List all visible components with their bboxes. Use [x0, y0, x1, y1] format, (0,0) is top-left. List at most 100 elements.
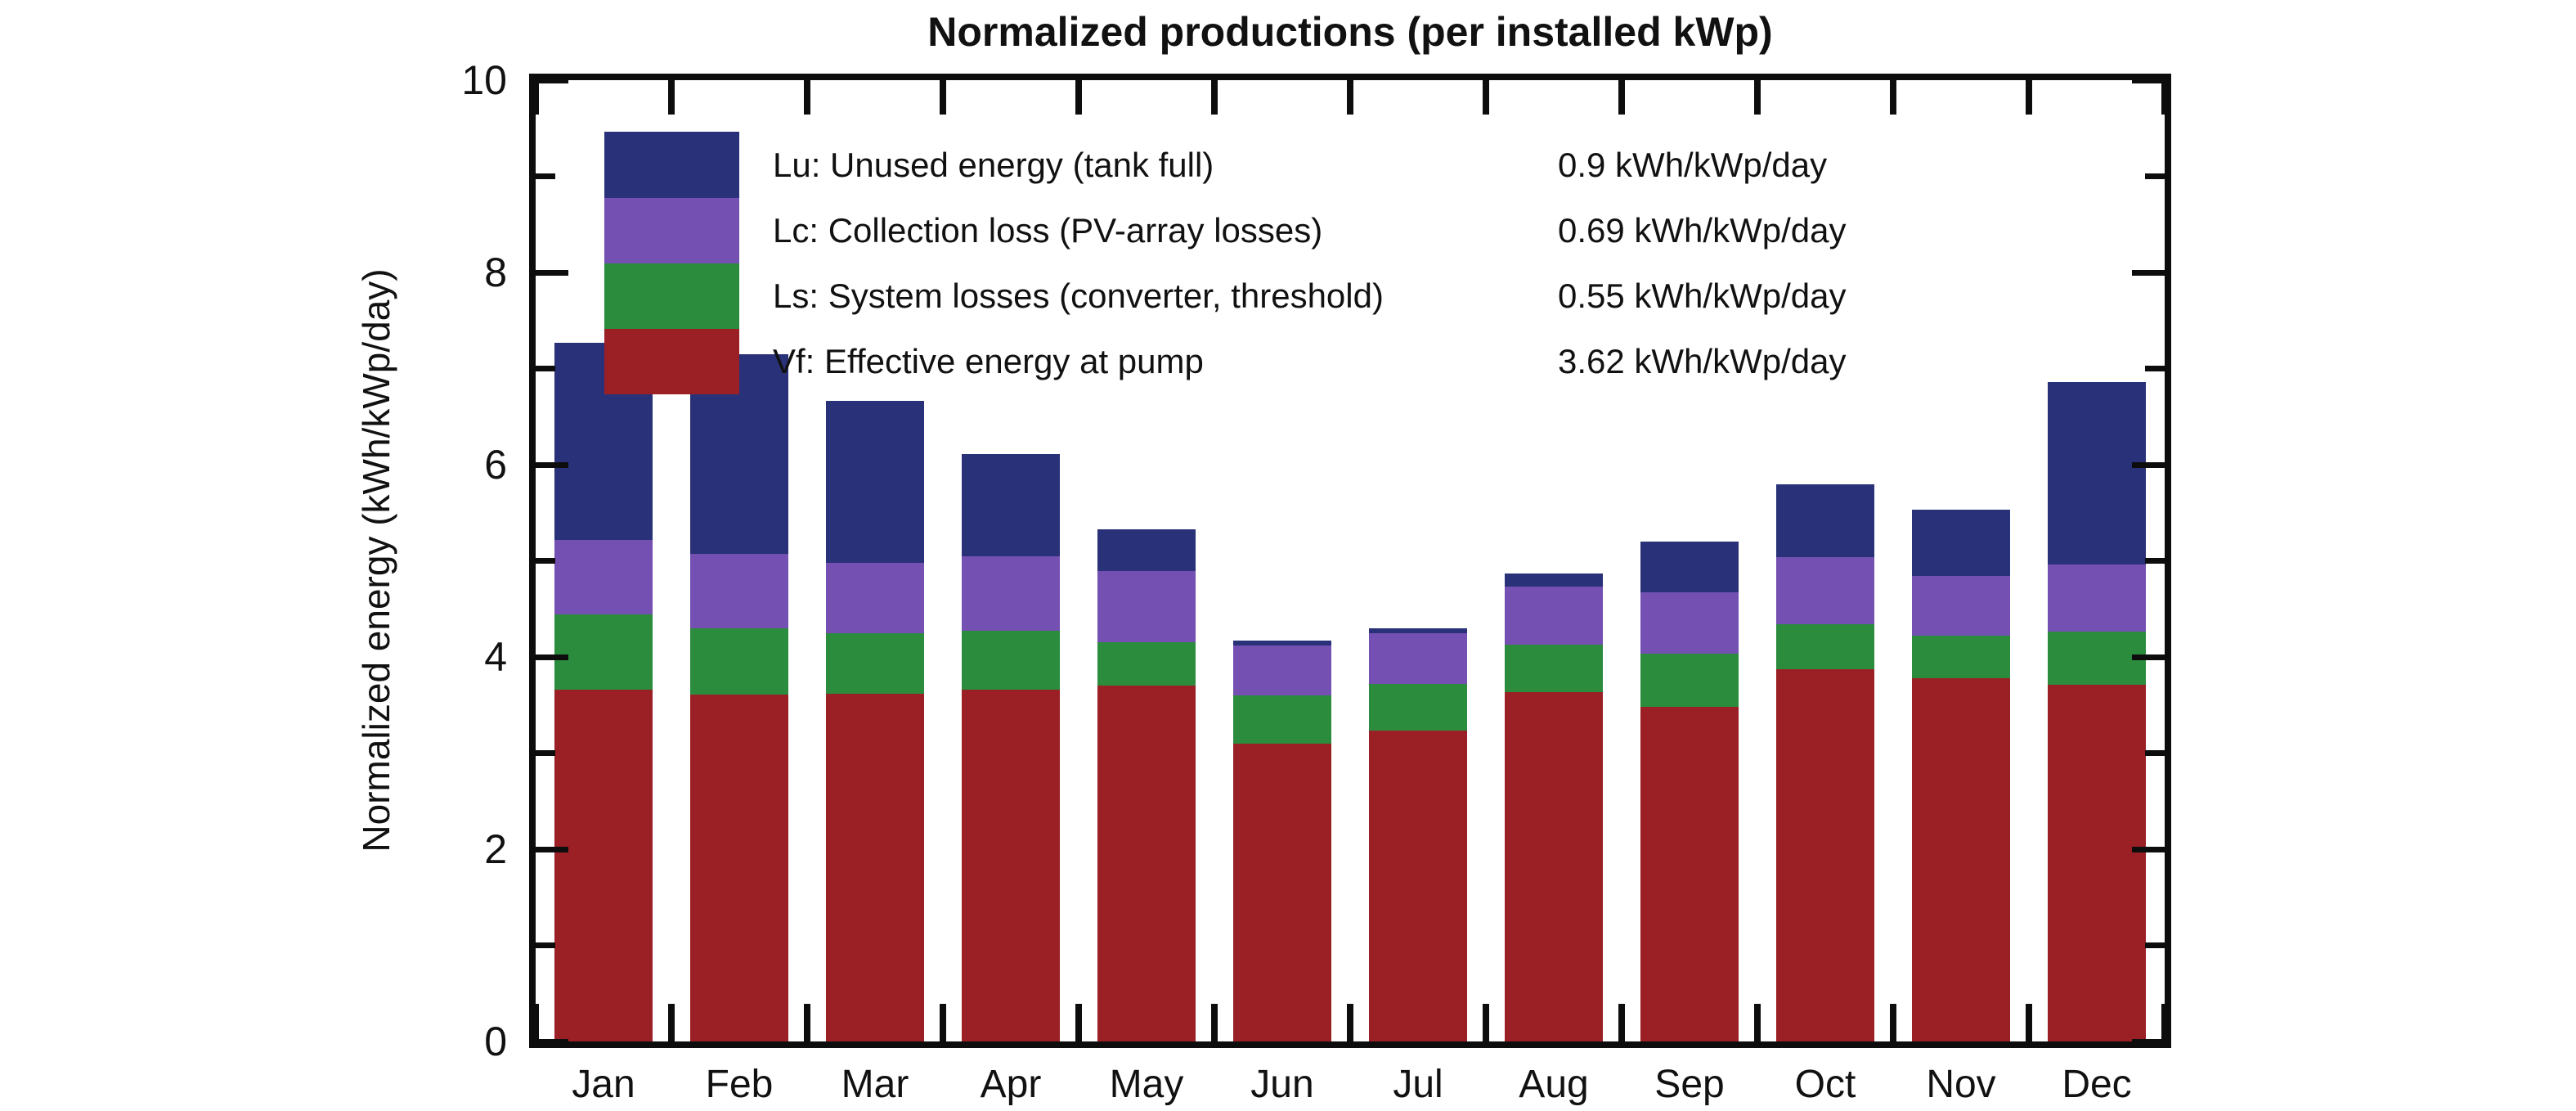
bar-segment: [1505, 644, 1603, 693]
y-tick-left: [536, 77, 568, 83]
bar-segment: [554, 614, 653, 690]
bar-segment: [1369, 731, 1467, 1041]
y-tick-left: [536, 846, 568, 852]
bar-segment: [1097, 686, 1196, 1041]
bar-segment: [1912, 510, 2010, 577]
bar-segment: [826, 632, 924, 694]
bar-segment: [1912, 636, 2010, 678]
y-tick-right: [2145, 558, 2165, 564]
legend-value-ls: 0.55 kWh/kWp/day: [1558, 276, 1847, 315]
bar-segment: [962, 556, 1060, 632]
x-tick-label-aug: Aug: [1519, 1063, 1589, 1106]
y-tick-left: [536, 173, 555, 179]
bar-feb: [690, 80, 788, 1041]
bar-segment: [2048, 632, 2146, 686]
bar-segment: [826, 401, 924, 563]
bar-jun: [1233, 80, 1331, 1041]
y-tick-left: [536, 558, 555, 564]
y-tick-right: [2145, 942, 2165, 948]
bar-segment: [1776, 484, 1874, 557]
legend-swatch-vf: [604, 329, 739, 395]
y-tick-left: [536, 942, 555, 948]
bar-dec: [2048, 80, 2146, 1041]
legend-label-vf: Vf: Effective energy at pump: [773, 342, 1204, 381]
bar-segment: [1505, 573, 1603, 587]
y-tick-left: [536, 269, 568, 276]
y-tick-left: [536, 461, 568, 468]
y-tick-label: 10: [461, 57, 507, 103]
y-tick-left: [536, 366, 555, 371]
legend-swatch-lc: [604, 197, 739, 263]
legend-value-vf: 3.62 kWh/kWp/day: [1558, 342, 1847, 381]
bar-jan: [554, 80, 653, 1041]
x-tick-bottom: [2026, 1004, 2032, 1041]
y-tick-label: 2: [484, 826, 507, 872]
bar-segment: [1369, 627, 1467, 633]
x-tick-label-feb: Feb: [705, 1063, 774, 1106]
bar-aug: [1505, 80, 1603, 1041]
x-tick-label-jun: Jun: [1250, 1063, 1314, 1106]
x-tick-bottom: [1211, 1004, 1218, 1041]
y-tick-right: [2132, 461, 2165, 468]
x-tick-top: [804, 80, 810, 115]
y-tick-right: [2132, 846, 2165, 852]
bar-apr: [962, 80, 1060, 1041]
bar-segment: [1369, 683, 1467, 731]
y-tick-left: [536, 654, 568, 660]
bar-segment: [1505, 692, 1603, 1041]
x-tick-top: [1347, 80, 1353, 115]
x-tick-label-nov: Nov: [1926, 1063, 1996, 1106]
legend-swatch-ls: [604, 263, 739, 330]
x-tick-bottom: [804, 1004, 810, 1041]
bar-sep: [1640, 80, 1739, 1041]
bar-segment: [962, 631, 1060, 690]
bar-segment: [2048, 381, 2146, 565]
y-tick-left: [536, 750, 555, 756]
x-tick-label-mar: Mar: [841, 1063, 909, 1106]
bar-segment: [1233, 695, 1331, 744]
y-axis-label: Normalized energy (kWh/kWp/day): [355, 268, 397, 852]
y-tick-label: 6: [484, 442, 507, 488]
bar-segment: [1233, 641, 1331, 645]
bar-nov: [1912, 80, 2010, 1041]
bar-segment: [1640, 542, 1739, 593]
y-tick-right: [2132, 269, 2165, 276]
chart-title: Normalized productions (per installed kW…: [927, 9, 1773, 55]
x-tick-top: [1890, 80, 1896, 115]
x-tick-bottom: [668, 1004, 675, 1041]
bar-segment: [962, 454, 1060, 556]
legend-label-lc: Lc: Collection loss (PV-array losses): [773, 210, 1323, 250]
x-tick-label-sep: Sep: [1654, 1063, 1725, 1106]
bar-segment: [554, 689, 653, 1041]
x-tick-top: [2026, 80, 2032, 115]
y-tick-right: [2132, 1038, 2165, 1045]
bar-segment: [2048, 564, 2146, 632]
bar-may: [1097, 80, 1196, 1041]
y-tick-label: 4: [484, 634, 507, 680]
bar-segment: [1369, 632, 1467, 684]
bar-segment: [554, 539, 653, 615]
x-tick-bottom: [1347, 1004, 1353, 1041]
bar-segment: [1097, 529, 1196, 572]
bar-segment: [1640, 592, 1739, 654]
bar-jul: [1369, 80, 1467, 1041]
bar-segment: [1233, 645, 1331, 695]
x-tick-bottom: [1618, 1004, 1625, 1041]
legend-swatch-lu: [604, 132, 739, 198]
bar-segment: [1640, 707, 1739, 1041]
y-tick-right: [2145, 750, 2165, 756]
y-tick-left: [536, 1038, 568, 1045]
legend-label-ls: Ls: System losses (converter, threshold): [773, 276, 1384, 315]
bar-segment: [1097, 642, 1196, 686]
x-tick-bottom: [532, 1004, 539, 1041]
x-tick-label-dec: Dec: [2062, 1063, 2132, 1106]
x-tick-top: [1483, 80, 1489, 115]
x-tick-top: [532, 80, 539, 115]
x-tick-top: [1075, 80, 1082, 115]
y-tick-right: [2132, 654, 2165, 660]
bar-segment: [1776, 669, 1874, 1041]
x-tick-label-may: May: [1109, 1063, 1184, 1106]
bar-segment: [826, 562, 924, 633]
bar-segment: [1640, 654, 1739, 708]
x-tick-label-jul: Jul: [1393, 1063, 1443, 1106]
